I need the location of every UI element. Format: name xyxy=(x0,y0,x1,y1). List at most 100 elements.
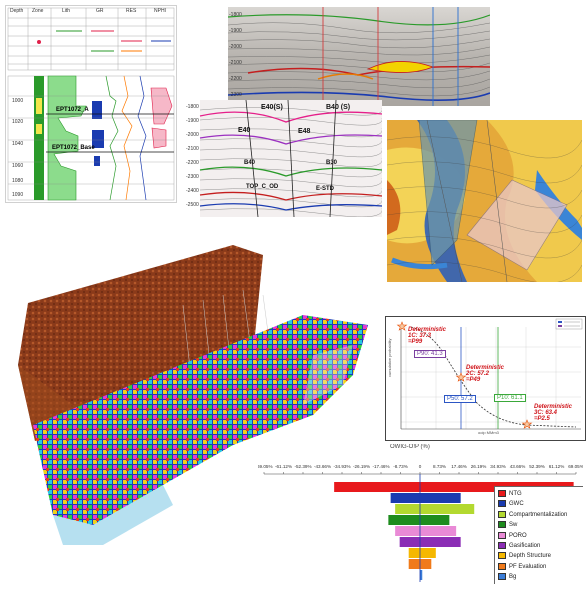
deterministic-3c-label: Deterministic 3C: 63.4 =P2.5 xyxy=(534,404,573,422)
depth-label: 1040 xyxy=(12,141,24,147)
legend-label: Bg xyxy=(509,574,517,581)
tornado-tick-label: 69.05% xyxy=(568,464,583,469)
tornado-bar xyxy=(395,504,475,514)
header-cell: Lith xyxy=(62,8,71,14)
tornado-legend-item: NTG xyxy=(498,490,522,497)
cdf-plot xyxy=(396,318,583,430)
seismic-section-graphic xyxy=(228,7,490,106)
tornado-tick-label: -8.73% xyxy=(393,464,408,469)
depth-label: 1060 xyxy=(12,163,24,169)
horizon-label: B40 xyxy=(244,160,256,166)
legend-label: Gasification xyxy=(509,543,541,550)
depth-tick: -2400 xyxy=(186,188,199,194)
tornado-tick-label: 0 xyxy=(419,464,422,469)
legend-swatch xyxy=(498,500,506,508)
depth-tick: -2000 xyxy=(186,132,199,138)
tornado-legend-item: PF Evaluation xyxy=(498,562,546,570)
legend-swatch xyxy=(498,521,506,529)
horizon-label: TOP_C_OD xyxy=(246,184,279,190)
depth-label: 1080 xyxy=(12,178,24,184)
tornado-tick-label: 61.12% xyxy=(549,464,565,469)
depth-tick: -1800 xyxy=(186,104,199,110)
depth-tick: -1900 xyxy=(229,28,242,34)
seismic-section-top: -1800 -1900 -2000 -2100 -2200 -2300 xyxy=(228,7,490,106)
depth-tick: -2100 xyxy=(186,146,199,152)
depth-tick: -1900 xyxy=(186,118,199,124)
tornado-tick-label: 8.73% xyxy=(433,464,446,469)
tornado-bar xyxy=(390,493,461,503)
depth-label: 1000 xyxy=(12,98,24,104)
tornado-legend-item: Sw xyxy=(498,521,517,528)
tornado-legend-item: Depth Structure xyxy=(498,552,551,559)
depth-tick: -2200 xyxy=(229,76,242,82)
legend-swatch xyxy=(498,573,506,581)
cdf-x-axis-label: ooip MMm3 xyxy=(478,430,499,435)
legend-label: Sw xyxy=(509,522,518,529)
tornado-tick-label: -34.93% xyxy=(333,464,350,469)
deterministic-2c-label: Deterministic 2C: 57.2 =P49 xyxy=(466,365,505,383)
probabilistic-cdf-chart: Deterministic 1C: 37.3 =P99 Deterministi… xyxy=(385,316,586,441)
tornado-tick-label: -69.05% xyxy=(258,464,273,469)
legend-label: Compartmentalization xyxy=(509,511,568,518)
seismic-interpretation-graphic xyxy=(199,100,382,217)
legend-swatch xyxy=(498,510,506,518)
tornado-tick-label: 17.46% xyxy=(451,464,467,469)
tornado-legend-item: Gasification xyxy=(498,542,540,549)
legend-swatch xyxy=(498,562,506,570)
well-log-correlation-panel: Depth Zone Lith GR RES NPHI 1000 1020 10… xyxy=(5,5,177,203)
tornado-legend-item: GWC xyxy=(498,500,524,507)
tornado-tick-label: 43.66% xyxy=(510,464,526,469)
tornado-tick-label: 26.19% xyxy=(471,464,487,469)
header-cell: RES xyxy=(126,8,137,14)
legend-swatch xyxy=(498,552,506,560)
tornado-legend-item: Bg xyxy=(498,573,516,580)
legend-swatch xyxy=(498,542,506,549)
legend-swatch xyxy=(498,531,506,539)
horizon-label: B30 xyxy=(326,160,338,166)
p50-label: P50: 57.2 xyxy=(444,395,476,403)
seismic-section-interpreted: -1800 -1900 -2000 -2100 -2200 -2300 -240… xyxy=(186,100,382,217)
cdf-y-axis-label: cumulative probability xyxy=(387,338,392,377)
tornado-tick-label: -26.19% xyxy=(353,464,370,469)
depth-tick: -1800 xyxy=(229,12,242,18)
reservoir-model-graphic xyxy=(18,245,368,545)
depth-label: 1020 xyxy=(12,119,24,125)
header-cell: Zone xyxy=(32,8,44,14)
formation-top-label: EPT1072_Base xyxy=(52,145,95,151)
tornado-tick-label: -61.12% xyxy=(275,464,292,469)
tornado-plot: -69.05%-61.12%-52.39%-43.66%-34.93%-26.1… xyxy=(258,464,583,582)
depth-tick: -2100 xyxy=(229,60,242,66)
well-log-graphic xyxy=(7,7,175,201)
tornado-tick-label: -52.39% xyxy=(294,464,311,469)
depth-tick: -2500 xyxy=(186,202,199,208)
tornado-bar xyxy=(334,482,574,492)
tornado-tick-label: -43.66% xyxy=(314,464,331,469)
surface-map-graphic xyxy=(387,120,582,282)
deterministic-1c-label: Deterministic 1C: 37.3 =P99 xyxy=(408,327,447,345)
tornado-tick-label: 34.93% xyxy=(490,464,506,469)
p10-label: P10: 61.1 xyxy=(494,394,526,402)
tornado-tick-label: 52.39% xyxy=(529,464,545,469)
tornado-title: OWIG-O!P (%) xyxy=(390,444,430,450)
horizon-label: E48 xyxy=(298,128,311,135)
horizon-label: E40(S) xyxy=(261,104,283,111)
depth-label: 1090 xyxy=(12,192,24,198)
horizon-label: E-STD xyxy=(316,186,334,192)
horizon-label: B40 (S) xyxy=(326,104,351,111)
tornado-sensitivity-chart: OWIG-O!P (%) -69.05%-61.12%-52.39%-43.66… xyxy=(258,444,583,584)
p90-label: P90: 41.3 xyxy=(414,350,446,358)
tornado-legend: NTG GWC Compartmentalization Sw PORO Gasifica… xyxy=(494,486,583,584)
legend-swatch xyxy=(498,490,506,497)
tornado-bar xyxy=(399,537,461,547)
depth-tick: -2300 xyxy=(186,174,199,180)
tornado-bar xyxy=(395,526,457,536)
header-cell: Depth xyxy=(10,8,24,14)
formation-top-label: EPT1072_A xyxy=(56,107,89,113)
tornado-bar xyxy=(388,515,450,525)
legend-label: NTG xyxy=(509,491,522,498)
tornado-bar xyxy=(420,570,423,580)
header-cell: NPHI xyxy=(154,8,166,14)
depth-tick: -2000 xyxy=(229,44,242,50)
legend-label: GWC xyxy=(509,501,524,508)
tornado-tick-label: -17.46% xyxy=(372,464,389,469)
